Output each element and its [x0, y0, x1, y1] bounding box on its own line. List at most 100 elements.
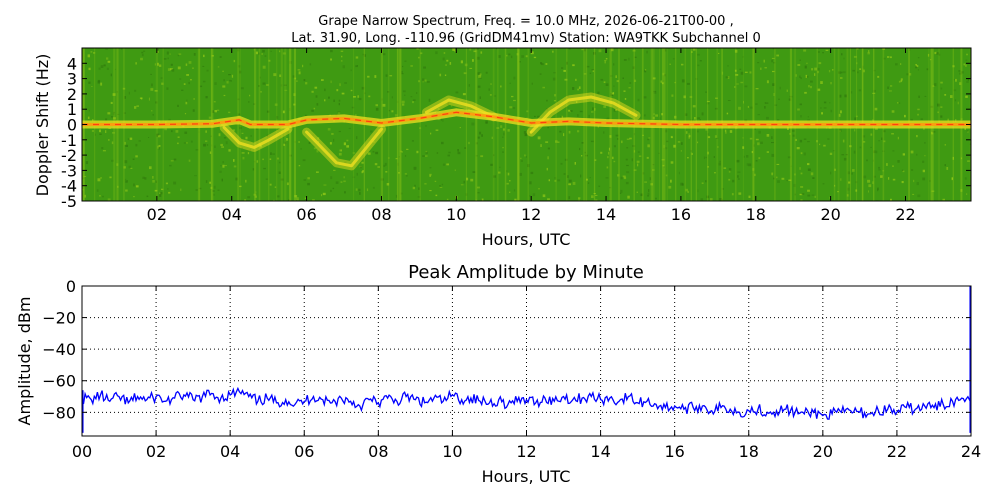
- spectrogram-noise: [581, 155, 583, 157]
- spectrogram-noise: [707, 136, 711, 139]
- spectrogram-noise: [940, 87, 943, 90]
- spectrogram-noise: [705, 156, 707, 159]
- spectrogram-noise: [211, 144, 213, 147]
- spectrogram-noise: [644, 181, 647, 183]
- spectrogram-noise: [789, 132, 791, 135]
- spectrogram-noise: [881, 137, 883, 140]
- spectrogram-noise: [452, 48, 456, 51]
- spectrogram-noise: [922, 160, 925, 163]
- spectrogram-noise: [459, 127, 461, 129]
- spectrogram-noise: [929, 59, 932, 61]
- spectrogram-noise: [723, 167, 727, 169]
- spectrogram-x-tick-label: 20: [820, 205, 840, 224]
- spectrogram-noise: [394, 114, 398, 117]
- spectrogram-noise: [932, 85, 935, 87]
- spectrogram-noise: [173, 158, 177, 161]
- spectrogram-noise: [256, 160, 259, 163]
- spectrogram-x-tick-label: 02: [147, 205, 167, 224]
- spectrogram-noise: [866, 159, 868, 162]
- spectrogram-noise: [753, 144, 755, 147]
- spectrogram-noise: [82, 169, 84, 173]
- spectrogram-noise: [151, 110, 153, 112]
- spectrogram-noise: [258, 52, 261, 55]
- spectrogram-noise: [521, 55, 524, 58]
- spectrogram-noise: [276, 116, 279, 119]
- spectrogram-x-tick-label: 06: [296, 205, 316, 224]
- spectrogram-noise: [157, 134, 161, 138]
- spectrogram-noise: [817, 51, 820, 53]
- spectrogram-noise: [387, 91, 390, 93]
- spectrogram-noise: [796, 147, 800, 150]
- spectrogram-noise: [500, 85, 502, 88]
- spectrogram-noise: [134, 89, 137, 92]
- spectrogram-noise: [967, 130, 969, 133]
- spectrogram-noise: [742, 146, 745, 149]
- spectrogram-noise: [792, 134, 796, 137]
- spectrogram-noise: [124, 141, 126, 145]
- spectrogram-noise: [740, 71, 744, 75]
- spectrogram-noise: [604, 59, 607, 61]
- spectrogram-noise: [309, 63, 312, 66]
- spectrogram-noise: [568, 130, 571, 134]
- spectrogram-y-tick-label: 0: [67, 116, 77, 135]
- spectrogram-noise: [506, 170, 508, 173]
- spectrogram-noise: [520, 159, 523, 162]
- spectrogram-noise: [776, 163, 780, 165]
- spectrogram-noise: [603, 105, 607, 108]
- spectrogram-noise: [857, 71, 859, 74]
- spectrogram-noise: [858, 89, 862, 92]
- spectrogram-noise: [713, 156, 715, 158]
- spectrogram-noise: [728, 178, 731, 181]
- spectrogram-noise: [934, 83, 937, 87]
- spectrogram-noise: [882, 150, 885, 152]
- spectrogram-noise: [498, 171, 501, 174]
- spectrogram-noise: [498, 55, 501, 58]
- spectrogram-noise: [613, 85, 615, 87]
- spectrogram-noise: [957, 101, 959, 105]
- spectrogram-noise: [397, 162, 399, 166]
- spectrogram-traces: [82, 92, 971, 171]
- spectrogram-noise: [171, 130, 173, 133]
- spectrogram-noise: [872, 92, 876, 94]
- spectrogram-noise: [412, 99, 416, 101]
- spectrogram-noise: [707, 151, 709, 155]
- spectrogram-noise: [370, 130, 373, 133]
- spectrogram-noise: [718, 162, 721, 166]
- spectrogram-noise: [355, 65, 358, 68]
- spectrogram-noise: [321, 194, 323, 197]
- spectrogram-noise: [404, 155, 407, 157]
- spectrogram-noise: [705, 91, 707, 93]
- spectrogram-noise: [742, 56, 744, 58]
- spectrogram-noise: [436, 152, 439, 154]
- spectrogram-noise: [777, 119, 780, 122]
- spectrogram-noise: [96, 189, 99, 192]
- spectrogram-noise: [388, 109, 390, 112]
- spectrogram-noise: [381, 98, 383, 101]
- spectrogram-noise: [844, 94, 847, 98]
- spectrogram-noise: [361, 86, 365, 90]
- spectrogram-noise: [613, 160, 616, 163]
- spectrogram-noise: [643, 96, 647, 99]
- spectrogram-noise: [766, 116, 769, 120]
- spectrogram-noise: [340, 50, 344, 52]
- spectrogram-noise: [619, 192, 622, 194]
- spectrogram-noise: [279, 50, 281, 53]
- spectrogram-noise: [339, 149, 342, 152]
- spectrogram-noise: [547, 127, 549, 129]
- spectrogram-noise: [105, 130, 107, 133]
- spectrogram-noise: [625, 181, 629, 185]
- spectrogram-noise: [533, 56, 537, 59]
- spectrogram-noise: [250, 135, 252, 137]
- spectrogram-diffuse-trace: [529, 95, 638, 134]
- spectrogram-noise: [99, 133, 102, 135]
- spectrogram-noise: [611, 92, 614, 95]
- spectrogram-noise: [83, 175, 87, 177]
- spectrogram-noise: [186, 99, 188, 103]
- spectrogram-noise: [185, 101, 188, 105]
- spectrogram-noise: [107, 198, 111, 201]
- spectrogram-noise: [637, 163, 639, 167]
- spectrogram-noise: [211, 55, 214, 57]
- spectrogram-noise: [610, 75, 613, 77]
- spectrogram-noise: [917, 69, 919, 71]
- amplitude-y-ticks: 0 −20 −40 −60 −80: [42, 277, 971, 422]
